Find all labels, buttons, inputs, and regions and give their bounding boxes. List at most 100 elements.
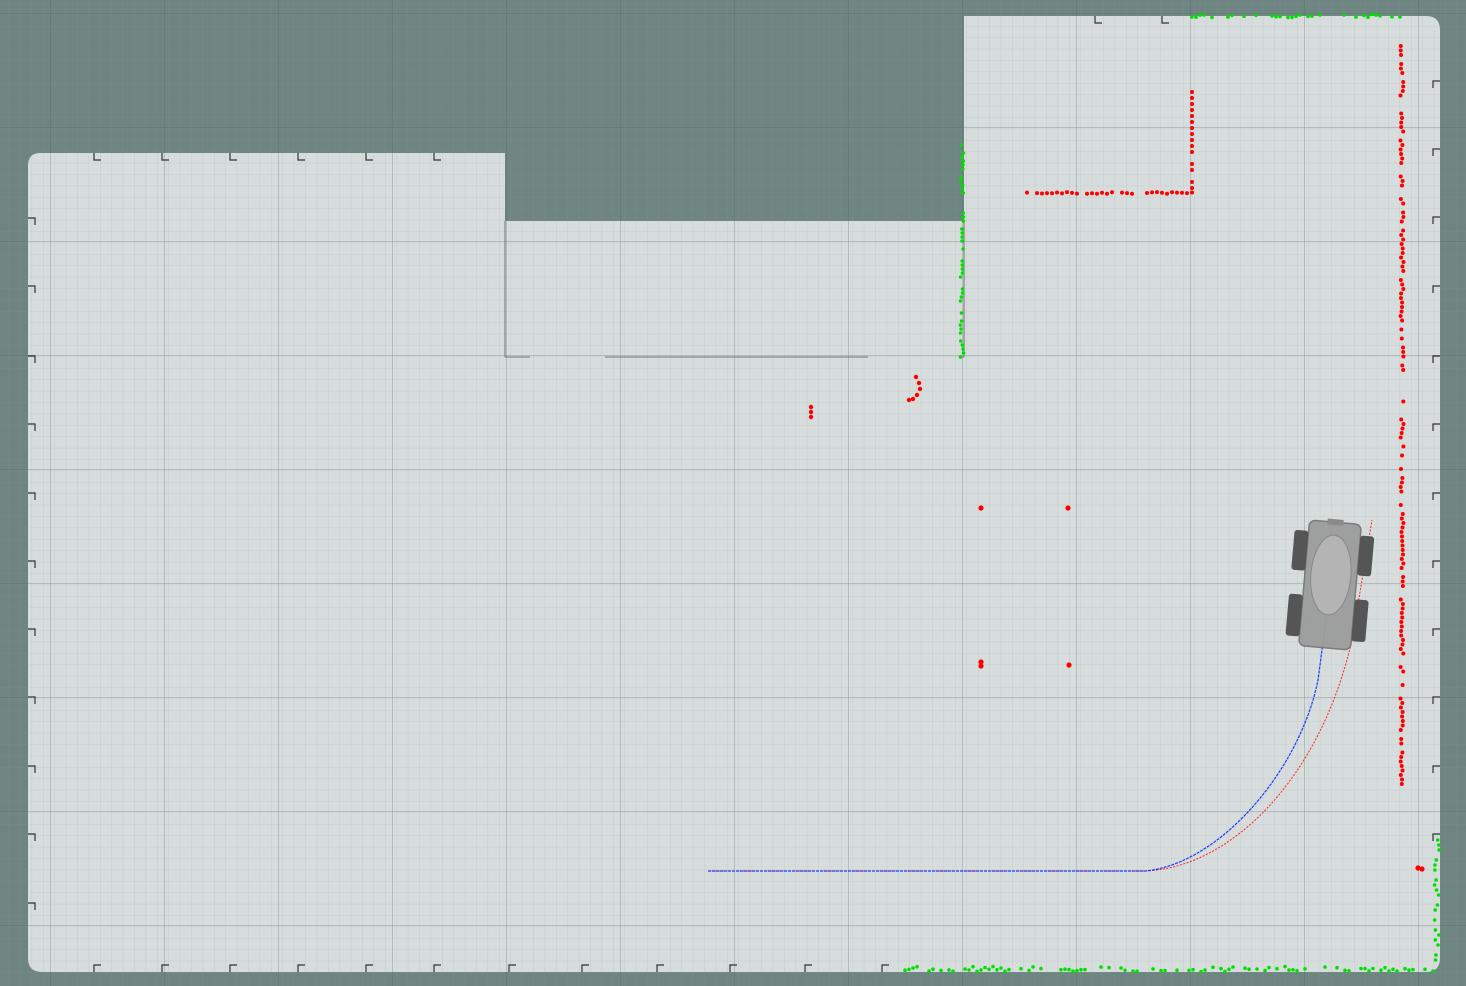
obstacle-point <box>1399 255 1404 260</box>
edge-tick <box>229 964 237 972</box>
edge-tick <box>28 560 36 568</box>
obstacle-point <box>1401 561 1406 566</box>
obstacle-point <box>910 396 916 402</box>
lidar-point <box>1255 967 1259 971</box>
obstacle-point <box>1399 242 1404 246</box>
lidar-point <box>1230 13 1234 18</box>
obstacle-point <box>1400 143 1405 147</box>
obstacle-point <box>1398 647 1403 651</box>
lidar-point <box>959 339 963 343</box>
lidar-point <box>1123 968 1127 973</box>
obstacle-point <box>1401 651 1406 656</box>
lidar-point <box>1407 968 1411 972</box>
lidar-point <box>1187 968 1191 973</box>
obstacle-point <box>1400 476 1405 480</box>
obstacle-point <box>1401 354 1406 359</box>
obstacle-point <box>1185 191 1189 196</box>
obstacle-point <box>1401 368 1406 372</box>
lidar-point <box>1335 965 1339 970</box>
lidar-point <box>1019 966 1023 971</box>
obstacle-point <box>1050 191 1054 196</box>
obstacle-point <box>1400 719 1405 723</box>
lidar-point <box>959 295 964 299</box>
lidar-point <box>1378 14 1382 18</box>
obstacle-point <box>1400 282 1405 287</box>
robot-rover-icon[interactable] <box>1285 516 1376 651</box>
obstacle-point <box>1400 305 1404 309</box>
lidar-point <box>1433 863 1437 867</box>
lidar-point <box>960 287 965 291</box>
obstacle-point <box>1398 197 1403 201</box>
obstacle-point <box>1125 191 1129 196</box>
edge-tick <box>365 153 373 161</box>
lidar-point <box>1437 933 1441 937</box>
obstacle-point <box>1400 683 1405 687</box>
obstacle-point <box>1400 453 1404 458</box>
obstacle-point <box>1190 162 1194 166</box>
lidar-point <box>1242 14 1246 18</box>
lidar-point <box>1071 969 1075 973</box>
edge-tick <box>1432 628 1440 636</box>
lidar-point <box>1135 969 1139 974</box>
lidar-point <box>1231 965 1235 969</box>
lidar-point <box>1211 965 1215 970</box>
obstacle-point <box>1190 132 1194 136</box>
obstacle-point <box>1398 773 1403 777</box>
edge-tick <box>1432 765 1440 773</box>
lidar-point <box>1075 968 1079 973</box>
lidar-point <box>987 967 991 972</box>
obstacle-point <box>1075 191 1079 196</box>
edge-tick <box>804 964 812 972</box>
obstacle-point <box>1401 84 1406 89</box>
lidar-point <box>1202 13 1206 17</box>
lidar-point <box>1175 968 1179 972</box>
obstacle-point <box>1398 705 1403 710</box>
obstacle-point <box>1055 190 1059 195</box>
lidar-point <box>1254 13 1258 17</box>
lidar-point <box>1059 967 1063 972</box>
edge-tick <box>28 902 36 910</box>
lidar-point <box>991 964 995 969</box>
obstacle-point <box>1398 278 1403 282</box>
edge-tick <box>1432 80 1440 88</box>
lidar-point <box>961 163 965 167</box>
lidar-point <box>1387 969 1391 973</box>
lidar-point <box>961 167 965 171</box>
lidar-point <box>1411 967 1415 972</box>
obstacle-point <box>1400 642 1405 647</box>
obstacle-point <box>1399 489 1404 494</box>
edge-tick <box>729 964 737 972</box>
lidar-point <box>1159 968 1163 973</box>
obstacle-point <box>808 409 814 415</box>
obstacle-point <box>1400 251 1405 255</box>
obstacle-point <box>1090 191 1094 196</box>
obstacle-point <box>1399 53 1403 57</box>
obstacle-point <box>1401 552 1405 557</box>
obstacle-point <box>808 414 814 420</box>
obstacle-point <box>1190 190 1194 195</box>
lidar-point <box>1433 908 1437 912</box>
lidar-point <box>1079 967 1083 972</box>
lidar-point <box>960 271 965 275</box>
lidar-point <box>960 227 964 231</box>
edge-tick <box>28 217 36 225</box>
obstacle-point <box>916 380 922 386</box>
lidar-point <box>1295 968 1299 973</box>
lidar-point <box>961 211 965 215</box>
obstacle-point <box>1400 701 1405 705</box>
planned-path <box>708 589 1331 872</box>
lidar-point <box>961 215 966 219</box>
edge-tick <box>229 153 237 161</box>
obstacle-point <box>1045 191 1049 196</box>
edge-tick <box>1094 16 1102 24</box>
obstacle-point <box>1399 309 1404 314</box>
obstacle-point <box>1398 503 1403 507</box>
lidar-point <box>1267 965 1271 970</box>
obstacle-point <box>1400 539 1405 543</box>
obstacle-point <box>1399 336 1404 341</box>
obstacle-point <box>1399 530 1404 534</box>
lidar-point <box>1318 13 1322 17</box>
lidar-point <box>1007 967 1011 972</box>
